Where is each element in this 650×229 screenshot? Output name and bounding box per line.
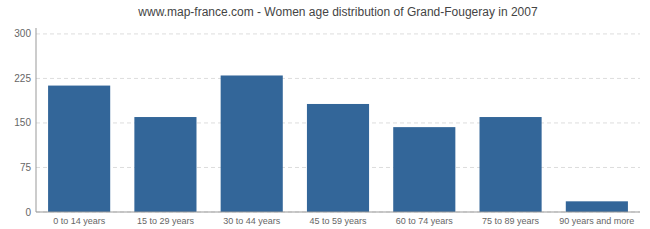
y-tick-label: 150	[14, 117, 31, 128]
grid-line	[36, 78, 640, 79]
x-tick-label: 45 to 59 years	[309, 216, 367, 226]
x-tick-label: 15 to 29 years	[137, 216, 195, 226]
x-tick-label: 75 to 89 years	[482, 216, 540, 226]
bar	[134, 117, 196, 212]
bars	[48, 75, 628, 212]
bar	[307, 104, 369, 212]
grid-line	[36, 33, 640, 34]
y-tick-label: 75	[20, 162, 32, 173]
x-tick-label: 0 to 14 years	[53, 216, 106, 226]
x-tick-label: 60 to 74 years	[396, 216, 454, 226]
y-tick-label: 0	[25, 207, 31, 218]
bar	[393, 127, 455, 212]
chart-container: www.map-france.com - Women age distribut…	[0, 0, 650, 229]
x-tick-label: 30 to 44 years	[223, 216, 281, 226]
x-tick-label: 90 years and more	[559, 216, 634, 226]
bar	[48, 86, 110, 212]
y-tick-label: 225	[14, 73, 31, 84]
grid-line	[36, 212, 640, 213]
y-axis-line	[36, 28, 37, 212]
bar	[221, 75, 283, 212]
chart: www.map-france.com - Women age distribut…	[0, 0, 650, 229]
title: www.map-france.com - Women age distribut…	[137, 5, 538, 19]
bar	[480, 117, 542, 212]
bar	[566, 201, 628, 212]
y-tick-label: 300	[14, 28, 31, 39]
x-axis-line	[36, 212, 640, 213]
